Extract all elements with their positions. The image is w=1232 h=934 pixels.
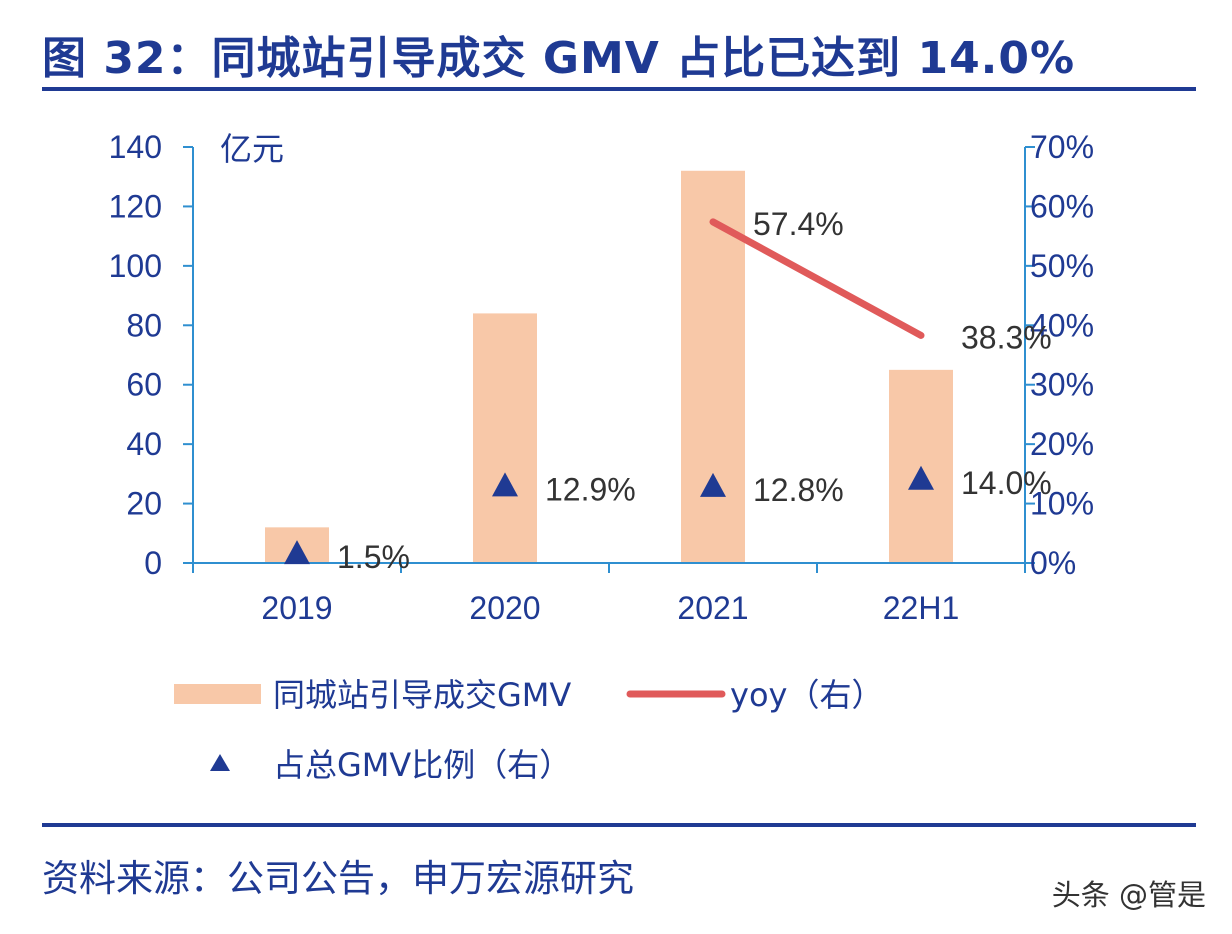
left-tick-label: 60	[126, 367, 162, 403]
left-tick-label: 40	[126, 426, 162, 462]
source-rule	[42, 823, 1196, 827]
yoy-label-22H1: 38.3%	[961, 319, 1052, 355]
share-marker-22H1	[908, 465, 934, 490]
legend-swatch-gmv	[174, 684, 261, 704]
share-marker-2021	[700, 472, 726, 497]
source-note: 资料来源：公司公告，申万宏源研究	[42, 857, 634, 900]
yoy-line	[709, 218, 925, 339]
x-category-label: 22H1	[883, 590, 960, 626]
legend-label-share: 占总GMV比例（右）	[273, 746, 571, 784]
x-category-label: 2019	[261, 590, 332, 626]
watermark: 头条 @管是	[1051, 878, 1206, 912]
title-rule	[42, 87, 1196, 91]
left-tick-label: 80	[126, 307, 162, 343]
left-tick-label: 140	[109, 129, 162, 165]
right-tick-label: 20%	[1030, 426, 1094, 462]
left-axis-unit: 亿元	[220, 130, 284, 168]
share-label-2019: 1.5%	[337, 539, 410, 575]
right-tick-label: 70%	[1030, 129, 1094, 165]
share-label-22H1: 14.0%	[961, 465, 1052, 501]
x-category-label: 2021	[677, 590, 748, 626]
share-marker-2020	[492, 472, 518, 497]
share-label-2021: 12.8%	[753, 472, 844, 508]
bar-2021	[681, 170, 745, 563]
left-tick-label: 120	[109, 188, 162, 224]
chart-area: 0 20 40 60 80 100 120 140 0% 10% 20% 30% 40% 50% 60% 70…	[109, 129, 1094, 784]
share-label-2020: 12.9%	[545, 471, 636, 507]
x-category-label: 2020	[469, 590, 540, 626]
right-tick-label: 60%	[1030, 188, 1094, 224]
chart-title: 图 32：同城站引导成交 GMV 占比已达到 14.0%	[42, 33, 1076, 84]
right-tick-label: 50%	[1030, 248, 1094, 284]
left-tick-label: 100	[109, 248, 162, 284]
legend-label-gmv: 同城站引导成交GMV	[273, 676, 571, 714]
right-tick-label: 30%	[1030, 367, 1094, 403]
right-tick-label: 40%	[1030, 307, 1094, 343]
left-tick-label: 20	[126, 486, 162, 522]
bar-2020	[473, 313, 537, 563]
right-tick-label: 0%	[1030, 545, 1076, 581]
yoy-label-2021: 57.4%	[753, 206, 844, 242]
share-marker-2019	[284, 540, 310, 565]
legend-swatch-share	[210, 754, 230, 771]
right-tick-label: 10%	[1030, 486, 1094, 522]
legend-label-yoy: yoy（右）	[730, 676, 883, 714]
left-tick-label: 0	[144, 545, 162, 581]
